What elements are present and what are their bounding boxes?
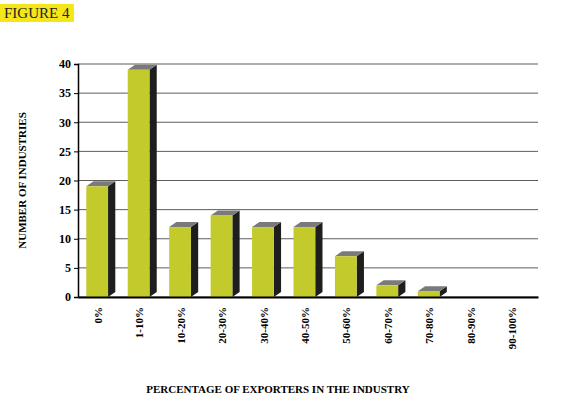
bar-side (108, 181, 115, 297)
y-axis-title: NUMBER OF INDUSTRIES (16, 112, 28, 249)
y-tick-label: 15 (59, 203, 71, 217)
title-group: FIGURE 4 (0, 4, 74, 22)
y-tick: 5 (65, 261, 78, 275)
y-tick-label: 20 (59, 174, 71, 188)
x-tick: 80-90% (465, 307, 477, 344)
x-tick-label: 30-40% (258, 307, 270, 344)
y-tick-label: 25 (59, 145, 71, 159)
bar-top (128, 65, 157, 70)
grid (78, 64, 538, 297)
x-tick-label: 60-70% (382, 307, 394, 344)
y-axis: 0 5 10 15 20 25 30 35 40 (59, 57, 79, 304)
x-tick: 60-70% (382, 307, 394, 344)
y-tick-mark (74, 122, 78, 123)
y-tick: 35 (59, 86, 78, 100)
bar-top (211, 210, 240, 215)
bar (86, 186, 108, 297)
y-tick: 25 (59, 145, 78, 159)
bar-side (274, 222, 281, 297)
bar-group (252, 222, 281, 297)
bar-group (211, 210, 240, 297)
x-tick-label: 80-90% (465, 307, 477, 344)
y-axis-line (74, 65, 79, 298)
bar-top (169, 222, 198, 227)
plot: 0 5 10 15 20 25 30 35 40 0% 1-10% 10-20% 20-30% 30-40… (59, 57, 539, 349)
y-tick-mark (74, 93, 78, 94)
bar-top (376, 280, 405, 285)
bar-top (293, 222, 322, 227)
bar (211, 215, 233, 297)
x-tick-label: 40-50% (299, 307, 311, 344)
y-tick-mark (74, 151, 78, 152)
x-tick: 1-10% (133, 307, 145, 338)
x-tick-label: 1-10% (133, 307, 145, 338)
y-tick: 30 (59, 116, 78, 130)
grid-line (78, 297, 538, 298)
y-tick: 40 (59, 57, 78, 71)
chart: FIGURE 4 0 5 10 15 20 25 30 35 40 0% 1-10% 10-20% 20-… (0, 0, 568, 407)
bar-group (86, 181, 115, 297)
x-tick: 50-60% (340, 307, 352, 344)
y-tick-mark (74, 210, 78, 211)
x-axis: 0% 1-10% 10-20% 20-30% 30-40% 40-50% 50-60% 60-… (79, 298, 539, 350)
y-tick-label: 35 (59, 86, 71, 100)
bar (293, 227, 315, 297)
bar-top (418, 286, 447, 291)
bar (252, 227, 274, 297)
bar-side (315, 222, 322, 297)
x-tick: 40-50% (299, 307, 311, 344)
x-tick: 90-100% (506, 307, 518, 349)
x-tick: 30-40% (258, 307, 270, 344)
bar-side (191, 222, 198, 297)
y-tick-mark (74, 181, 78, 182)
x-tick: 0% (92, 307, 104, 324)
bar-side (232, 210, 239, 297)
x-tick-label: 90-100% (506, 307, 518, 349)
x-tick: 10-20% (175, 307, 187, 344)
bar-group (376, 280, 405, 297)
y-tick-mark (74, 268, 78, 269)
bar (335, 256, 357, 297)
x-tick: 20-30% (216, 307, 228, 344)
y-tick-label: 40 (59, 57, 71, 71)
bar (376, 285, 398, 297)
y-tick-label: 30 (59, 116, 71, 130)
bar-side (357, 251, 364, 297)
bar-side (149, 65, 156, 297)
x-tick-label: 50-60% (340, 307, 352, 344)
x-tick-label: 20-30% (216, 307, 228, 344)
y-tick-label: 10 (59, 232, 71, 246)
bar-group (335, 251, 364, 297)
y-tick-label: 0 (65, 290, 71, 304)
bar-top (86, 181, 115, 186)
bar-top (335, 251, 364, 256)
bar-top (252, 222, 281, 227)
bars (86, 65, 447, 297)
y-tick: 0 (65, 290, 78, 304)
y-tick: 20 (59, 174, 78, 188)
x-axis-line (79, 297, 539, 299)
title: FIGURE 4 (4, 5, 70, 21)
x-tick-label: 70-80% (423, 307, 435, 344)
x-tick-label: 0% (92, 307, 104, 324)
bar (418, 291, 440, 297)
bar (169, 227, 191, 297)
y-tick-label: 5 (65, 261, 71, 275)
bar-group (128, 65, 157, 297)
x-axis-title: PERCENTAGE OF EXPORTERS IN THE INDUSTRY (146, 383, 409, 395)
y-tick: 10 (59, 232, 78, 246)
y-tick-mark (74, 297, 78, 298)
bar-group (293, 222, 322, 297)
title-highlight (0, 4, 74, 22)
grid-line (78, 64, 538, 65)
x-tick-label: 10-20% (175, 307, 187, 344)
x-tick: 70-80% (423, 307, 435, 344)
y-tick: 15 (59, 203, 78, 217)
y-tick-mark (74, 64, 78, 65)
y-tick-mark (74, 239, 78, 240)
bar-group (418, 286, 447, 297)
bar-group (169, 222, 198, 297)
bar (128, 70, 150, 297)
